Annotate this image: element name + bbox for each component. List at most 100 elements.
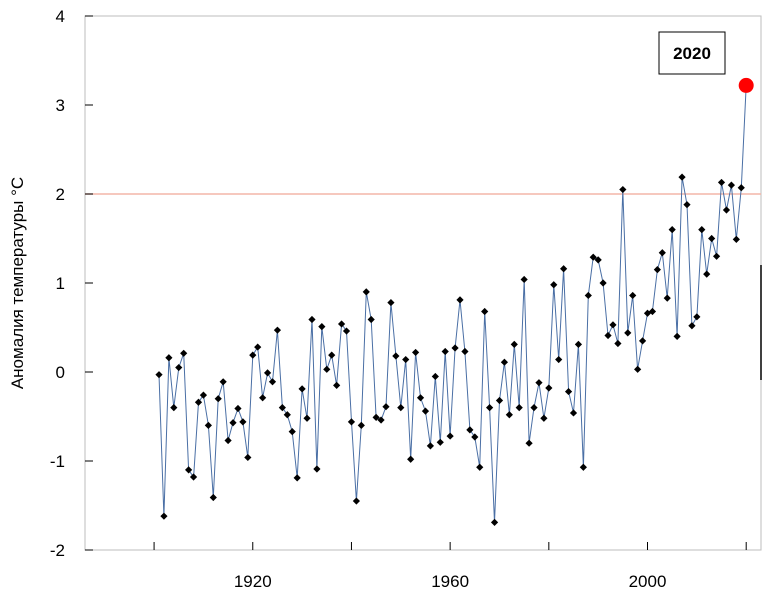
data-point xyxy=(342,327,351,335)
data-point xyxy=(569,409,578,417)
data-point xyxy=(545,384,553,392)
data-point xyxy=(337,320,346,328)
data-point xyxy=(643,309,652,317)
data-point xyxy=(268,378,277,386)
data-point xyxy=(313,465,321,473)
data-point xyxy=(298,385,306,393)
data-point xyxy=(165,354,173,362)
data-point xyxy=(727,181,735,189)
data-point xyxy=(387,298,395,307)
data-point xyxy=(466,426,474,434)
data-point xyxy=(180,349,188,357)
data-point xyxy=(209,493,217,502)
data-point xyxy=(550,281,558,289)
data-point xyxy=(362,288,370,296)
data-point xyxy=(451,344,459,352)
data-point xyxy=(471,433,479,441)
y-tick-label: 3 xyxy=(56,96,65,115)
data-point xyxy=(648,307,657,316)
data-point xyxy=(589,253,597,261)
data-point xyxy=(288,428,296,436)
data-point xyxy=(303,414,311,422)
data-point xyxy=(634,365,642,373)
data-point xyxy=(712,252,721,260)
y-tick-label: 4 xyxy=(56,7,65,26)
data-point xyxy=(520,275,528,284)
data-point xyxy=(722,206,731,214)
data-point xyxy=(189,473,198,481)
data-point xyxy=(254,343,262,351)
data-point xyxy=(170,404,178,412)
data-point xyxy=(555,355,563,364)
data-point xyxy=(411,348,420,357)
data-point xyxy=(717,178,726,187)
data-point xyxy=(239,418,247,426)
y-tick-label: 2 xyxy=(56,185,65,204)
data-point xyxy=(594,256,602,264)
data-point xyxy=(505,411,513,419)
data-point xyxy=(481,307,489,316)
x-tick-label: 2000 xyxy=(629,572,667,591)
data-point xyxy=(658,249,666,257)
data-point xyxy=(441,347,449,356)
data-point xyxy=(619,185,627,194)
data-point xyxy=(214,395,222,403)
annotation-box xyxy=(658,31,726,75)
data-point xyxy=(698,226,706,234)
highlight-point-2020 xyxy=(738,77,754,93)
data-point xyxy=(293,474,301,482)
data-point xyxy=(446,432,454,440)
x-tick-label: 1960 xyxy=(431,572,469,591)
data-point xyxy=(347,418,356,426)
data-point xyxy=(229,419,237,427)
data-point xyxy=(584,291,592,300)
data-point xyxy=(308,315,316,324)
data-point xyxy=(486,404,494,412)
data-point xyxy=(525,439,533,447)
data-point xyxy=(421,407,430,415)
x-tick-label: 1920 xyxy=(234,572,272,591)
data-point xyxy=(185,466,193,474)
data-point xyxy=(693,313,701,321)
data-point xyxy=(318,323,326,331)
data-point xyxy=(629,291,637,300)
data-point xyxy=(263,369,272,377)
data-point xyxy=(199,391,208,399)
y-tick-label: 1 xyxy=(56,274,65,293)
data-point xyxy=(663,294,671,302)
data-point xyxy=(323,365,331,373)
data-point xyxy=(372,413,380,421)
data-point xyxy=(614,339,622,348)
data-point xyxy=(688,322,696,330)
data-point xyxy=(328,351,336,359)
data-point xyxy=(234,404,242,413)
data-point xyxy=(194,398,203,406)
data-point xyxy=(668,226,676,234)
data-point xyxy=(407,455,415,463)
data-point xyxy=(673,332,681,340)
data-point xyxy=(416,394,425,402)
data-point xyxy=(574,340,583,349)
data-point xyxy=(244,453,252,462)
data-point xyxy=(653,266,661,274)
data-point xyxy=(249,351,257,359)
data-point xyxy=(599,279,607,287)
data-point xyxy=(510,340,518,349)
data-point xyxy=(431,372,439,381)
data-point xyxy=(579,463,587,471)
data-point xyxy=(175,363,183,372)
data-point xyxy=(392,352,400,360)
data-point xyxy=(476,463,484,471)
data-point xyxy=(357,421,365,429)
data-point xyxy=(540,414,548,422)
y-tick-label: -1 xyxy=(50,452,65,471)
data-point xyxy=(703,270,711,278)
data-point xyxy=(155,371,163,379)
data-point xyxy=(224,436,232,445)
data-point xyxy=(515,404,523,412)
data-point xyxy=(500,358,509,366)
y-tick-label: 0 xyxy=(56,363,65,382)
y-tick-label: -2 xyxy=(50,541,65,560)
data-point xyxy=(436,438,444,446)
data-point xyxy=(535,379,543,387)
